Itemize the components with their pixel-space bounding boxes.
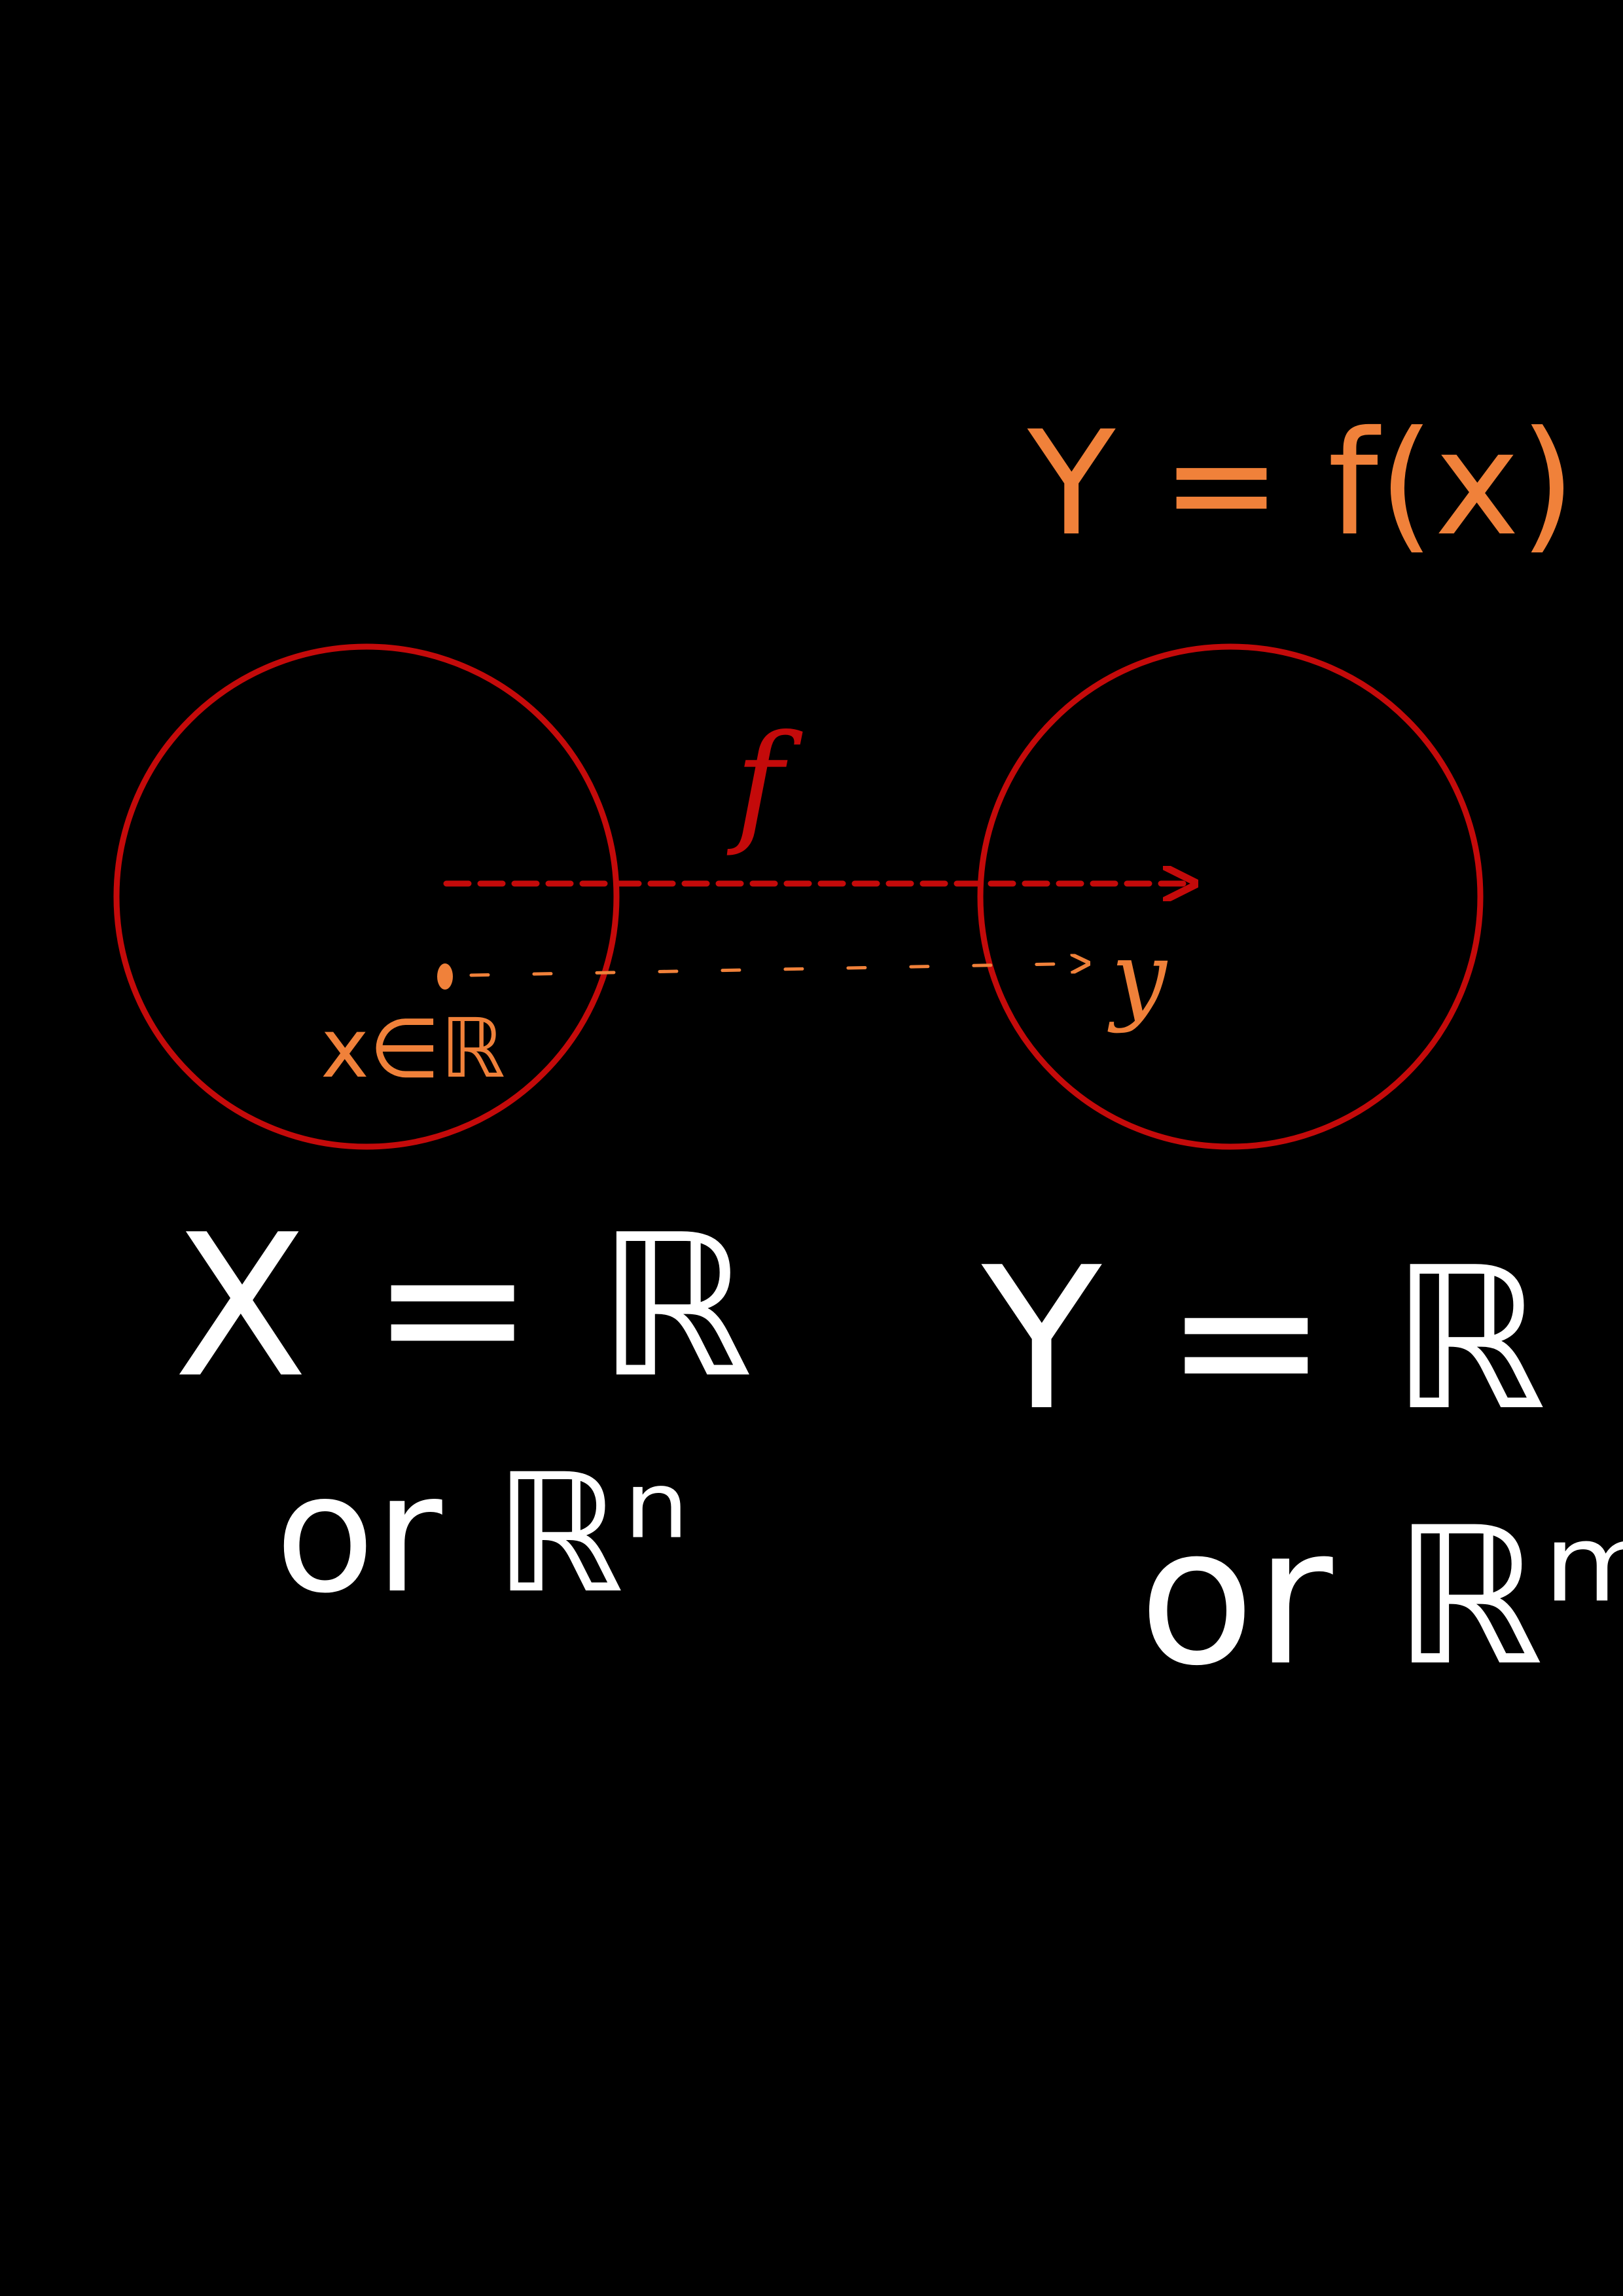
input-element-point	[437, 963, 453, 990]
input-element-label: x∈ℝ	[321, 1001, 505, 1096]
output-formula-label: Y = f(x)	[1027, 400, 1576, 567]
domain-definition-label: X = ℝ	[173, 1193, 753, 1421]
function-label: f	[726, 707, 803, 859]
codomain-alternative-label: or ℝᵐ	[1139, 1487, 1623, 1708]
codomain-set-circle	[977, 643, 1484, 1150]
element-mapping-arrow	[469, 963, 1086, 977]
output-element-label: y	[1107, 921, 1168, 1035]
domain-alternative-label: or ℝⁿ	[275, 1439, 689, 1629]
domain-set-circle	[113, 643, 620, 1150]
codomain-definition-label: Y = ℝ	[978, 1225, 1546, 1454]
